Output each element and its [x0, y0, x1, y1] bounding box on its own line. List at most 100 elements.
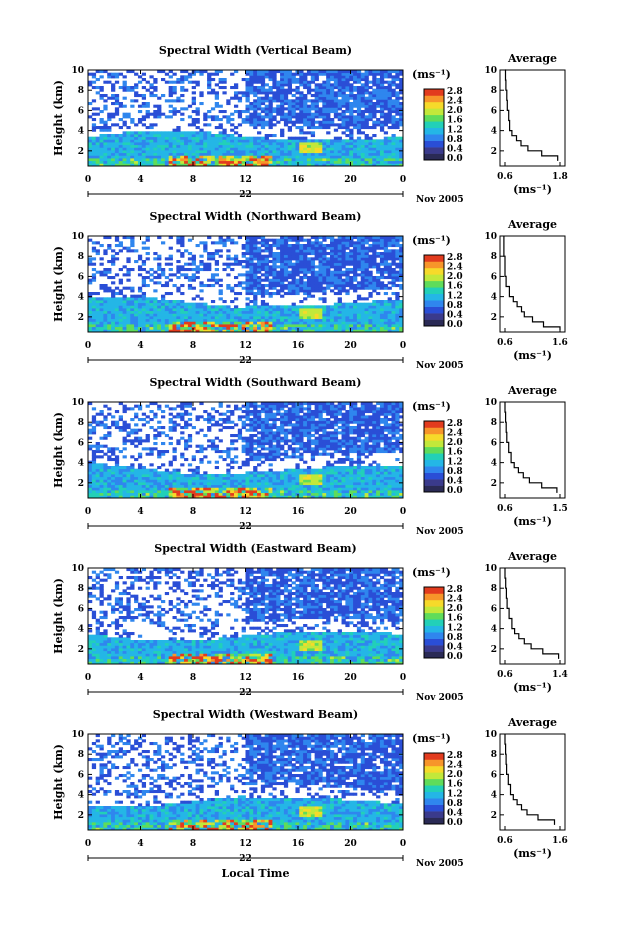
- heatmap-cell: [141, 144, 147, 148]
- heatmap-cell: [210, 308, 216, 312]
- heatmap-cell: [314, 289, 319, 293]
- heatmap-cell: [310, 126, 316, 130]
- heatmap-cell: [191, 163, 196, 167]
- heatmap-cell: [376, 158, 381, 162]
- heatmap-cell: [195, 484, 200, 488]
- heatmap-cell: [91, 278, 97, 282]
- heatmap-cell: [137, 120, 143, 124]
- heatmap-cell: [391, 241, 396, 245]
- heatmap-cell: [260, 91, 266, 95]
- heatmap-cell: [233, 297, 239, 301]
- heatmap-cell: [153, 88, 158, 92]
- heatmap-cell: [245, 80, 250, 84]
- heatmap-cell: [237, 260, 243, 264]
- heatmap-cell: [214, 152, 220, 156]
- heatmap-cell: [299, 495, 304, 499]
- heatmap-cell: [91, 492, 97, 496]
- heatmap-cell: [341, 147, 346, 151]
- heatmap-cell: [314, 94, 319, 98]
- heatmap-cell: [107, 163, 112, 167]
- heatmap-cell: [207, 495, 212, 499]
- heatmap-cell: [376, 142, 381, 146]
- heatmap-cell: [356, 254, 362, 258]
- heatmap-cell: [134, 324, 139, 328]
- heatmap-cell: [330, 244, 335, 248]
- heatmap-cell: [349, 120, 354, 124]
- heatmap-cell: [184, 326, 189, 330]
- heatmap-cell: [280, 244, 285, 248]
- avg-y-tick-label: 4: [491, 293, 497, 303]
- heatmap-cell: [295, 72, 300, 76]
- heatmap-cell: [168, 310, 173, 314]
- heatmap-cell: [253, 300, 258, 304]
- heatmap-cell: [214, 260, 220, 264]
- heatmap-cell: [349, 75, 354, 79]
- colorbar-swatch: [424, 95, 444, 103]
- heatmap-cell: [379, 246, 385, 250]
- heatmap-cell: [107, 482, 112, 486]
- heatmap-cell: [253, 270, 258, 274]
- heatmap-cell: [176, 492, 181, 496]
- heatmap-cell: [137, 482, 143, 486]
- heatmap-cell: [318, 289, 323, 293]
- heatmap-cell: [337, 107, 342, 111]
- heatmap-cell: [341, 316, 346, 320]
- heatmap-cell: [318, 244, 323, 248]
- heatmap-cell: [356, 126, 362, 130]
- heatmap-cell: [368, 94, 373, 98]
- heatmap-cell: [387, 297, 392, 301]
- heatmap-cell: [349, 236, 354, 240]
- heatmap-cell: [306, 158, 312, 162]
- heatmap-cell: [249, 492, 254, 496]
- heatmap-cell: [349, 94, 354, 98]
- heatmap-cell: [260, 249, 266, 253]
- heatmap-cell: [95, 152, 100, 156]
- heatmap-cell: [318, 91, 323, 95]
- heatmap-cell: [376, 281, 381, 285]
- heatmap-cell: [364, 276, 369, 280]
- heatmap-cell: [333, 70, 339, 74]
- heatmap-cell: [214, 474, 220, 478]
- heatmap-cell: [356, 118, 362, 122]
- colorbar-swatch: [424, 147, 444, 154]
- heatmap-cell: [237, 484, 243, 488]
- heatmap-cell: [191, 91, 196, 95]
- colorbar-tick-label: 1.6: [447, 282, 463, 292]
- heatmap-cell: [299, 324, 304, 328]
- heatmap-cell: [287, 289, 292, 293]
- heatmap-cell: [207, 110, 212, 114]
- heatmap-cell: [376, 94, 381, 98]
- heatmap-cell: [295, 147, 300, 151]
- colorbar-tick-label: 0.4: [447, 310, 463, 320]
- heatmap-cell: [157, 265, 162, 269]
- heatmap-cell: [207, 308, 212, 312]
- heatmap-cell: [322, 316, 327, 320]
- heatmap-cell: [387, 305, 392, 309]
- heatmap-cell: [268, 142, 273, 146]
- heatmap-cell: [333, 244, 339, 248]
- heatmap-cell: [103, 310, 108, 314]
- heatmap-cell: [184, 163, 189, 167]
- heatmap-cell: [291, 281, 296, 285]
- heatmap-cell: [372, 70, 377, 74]
- heatmap-cell: [353, 94, 358, 98]
- heatmap-cell: [360, 115, 365, 119]
- heatmap-cell: [172, 86, 177, 90]
- heatmap-cell: [114, 72, 120, 76]
- heatmap-cell: [99, 284, 104, 288]
- heatmap-cell: [233, 83, 239, 87]
- heatmap-cell: [164, 324, 170, 328]
- heatmap-cell: [299, 118, 304, 122]
- heatmap-cell: [107, 329, 112, 333]
- heatmap-cell: [333, 158, 339, 162]
- heatmap-cell: [157, 155, 162, 159]
- heatmap-cell: [249, 163, 254, 167]
- heatmap-cell: [103, 155, 108, 159]
- heatmap-cell: [395, 297, 400, 301]
- heatmap-cell: [91, 155, 97, 159]
- heatmap-cell: [88, 492, 93, 496]
- heatmap-cell: [337, 310, 342, 314]
- heatmap-cell: [222, 128, 227, 132]
- heatmap-cell: [103, 326, 108, 330]
- heatmap-cell: [295, 310, 300, 314]
